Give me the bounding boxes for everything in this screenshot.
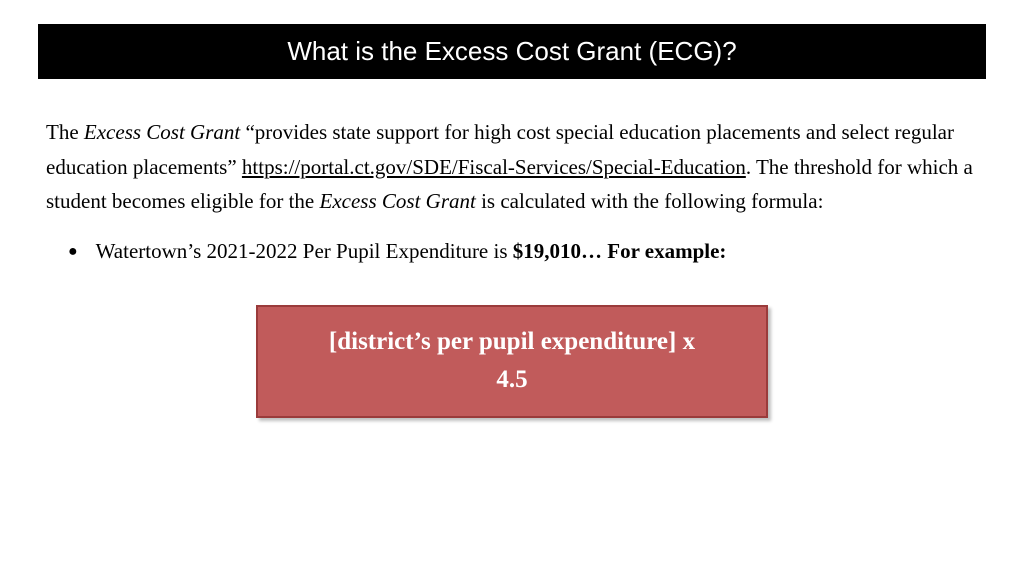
slide: What is the Excess Cost Grant (ECG)? The… — [0, 0, 1024, 576]
bullet-dot-icon: ● — [68, 239, 78, 265]
formula-box: [district’s per pupil expenditure] x 4.5 — [256, 305, 768, 419]
bullet-text: Watertown’s 2021-2022 Per Pupil Expendit… — [96, 235, 727, 269]
text-seg-3: is calculated with the following formula… — [476, 189, 824, 213]
bullet-plain: Watertown’s 2021-2022 Per Pupil Expendit… — [96, 239, 513, 263]
text-italic-2: Excess Cost Grant — [320, 189, 476, 213]
slide-title: What is the Excess Cost Grant (ECG)? — [38, 24, 986, 79]
text-italic-1: Excess Cost Grant — [84, 120, 240, 144]
body-paragraph: The Excess Cost Grant “provides state su… — [46, 115, 978, 219]
formula-line-1: [district’s per pupil expenditure] x — [276, 323, 748, 362]
citation-link[interactable]: https://portal.ct.gov/SDE/Fiscal-Service… — [242, 155, 746, 179]
bullet-item: ● Watertown’s 2021-2022 Per Pupil Expend… — [68, 235, 978, 269]
bullet-bold: $19,010… For example: — [513, 239, 727, 263]
formula-line-2: 4.5 — [276, 361, 748, 400]
text-lead: The — [46, 120, 84, 144]
